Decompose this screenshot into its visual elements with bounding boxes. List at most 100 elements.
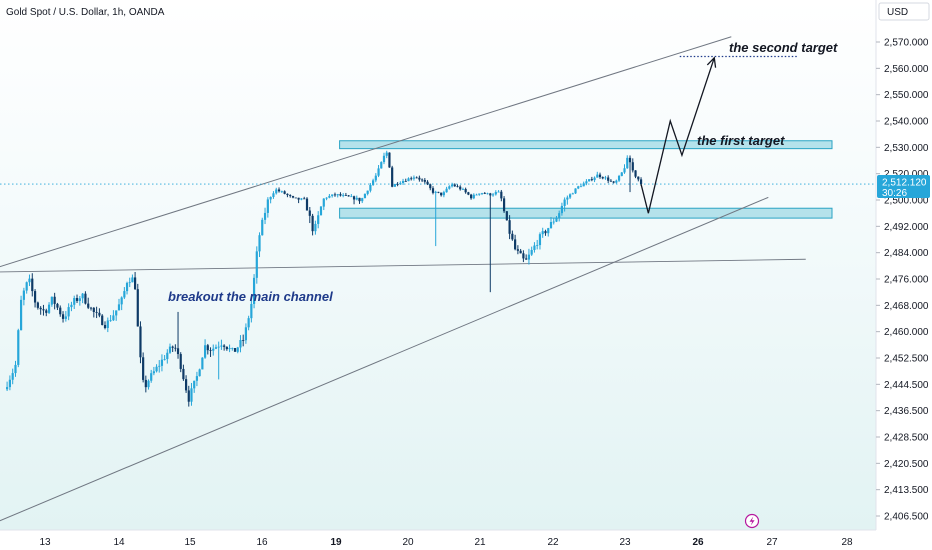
candle: [333, 192, 337, 197]
candle: [450, 182, 454, 188]
candle: [152, 366, 155, 376]
candle: [255, 246, 258, 284]
candle: [410, 176, 413, 181]
date-tick-label: 14: [113, 537, 125, 548]
candle: [497, 190, 500, 193]
candle: [112, 310, 115, 321]
trend-lines-layer: [0, 36, 876, 522]
projection-arrowhead: [706, 56, 717, 68]
candle: [289, 194, 292, 198]
candle: [574, 188, 577, 194]
candle: [125, 281, 129, 295]
time-axis[interactable]: 13 14 15 16 19 20 21 22 23 26 27 28: [39, 537, 853, 548]
candle: [527, 248, 531, 265]
candle: [579, 184, 583, 188]
candle: [511, 230, 514, 241]
candle: [184, 375, 188, 393]
candle: [423, 178, 426, 184]
candle: [598, 172, 602, 179]
date-tick-label: 26: [692, 537, 704, 548]
candle: [120, 296, 123, 311]
candle: [228, 344, 231, 353]
candle: [626, 155, 629, 169]
candle: [328, 194, 331, 199]
candle: [538, 232, 542, 250]
candle: [236, 346, 239, 354]
flash-icon[interactable]: [744, 513, 760, 529]
price-axis[interactable]: 2,570.000 2,560.000 2,550.000 2,540.000 2,53…: [876, 38, 929, 523]
candle: [563, 197, 566, 212]
candle: [331, 194, 334, 198]
candle: [363, 193, 367, 199]
price-tick-label: 2,460.000: [884, 327, 929, 338]
candle: [547, 227, 550, 237]
candle: [588, 179, 591, 182]
candle: [155, 364, 158, 373]
candle: [623, 164, 626, 174]
candle: [139, 321, 142, 364]
price-tick-label: 2,420.500: [884, 459, 929, 470]
candle: [283, 190, 286, 195]
candle: [5, 381, 9, 391]
candle: [478, 193, 481, 196]
candle: [19, 295, 23, 331]
candle: [190, 382, 193, 406]
candle: [294, 197, 297, 199]
candle: [242, 334, 245, 347]
candle: [115, 310, 118, 321]
candle: [247, 315, 250, 331]
price-tick-label: 2,560.000: [884, 64, 929, 75]
candle: [489, 192, 492, 293]
candle: [491, 192, 495, 197]
candle: [203, 339, 207, 359]
candle: [89, 306, 93, 311]
candle: [136, 283, 139, 327]
candle: [393, 183, 396, 187]
breakout-line: [0, 258, 806, 273]
candle: [388, 152, 391, 168]
price-tick-label: 2,530.000: [884, 143, 929, 154]
candle: [187, 385, 190, 407]
price-tick-label: 2,500.000: [884, 196, 929, 207]
candle: [106, 317, 109, 333]
candle: [536, 239, 539, 250]
candle: [31, 273, 34, 297]
currency-box[interactable]: [878, 2, 930, 21]
candle: [325, 197, 328, 201]
price-tick-label: 2,570.000: [884, 38, 929, 49]
price-tick-label: 2,520.000: [884, 169, 929, 180]
candle: [311, 213, 314, 236]
candle: [514, 234, 517, 251]
candle: [225, 346, 228, 351]
candle: [201, 357, 204, 370]
price-axis-panel: [876, 0, 932, 550]
candle: [396, 182, 399, 187]
candle: [568, 193, 572, 200]
candle: [399, 181, 402, 185]
candle: [609, 179, 613, 182]
candle: [442, 190, 445, 198]
candle: [437, 191, 440, 194]
candle: [355, 195, 358, 201]
candle: [391, 165, 394, 188]
candle: [78, 295, 81, 306]
candle: [223, 344, 226, 351]
candle: [352, 195, 356, 205]
candle: [544, 229, 547, 236]
candle: [98, 308, 101, 318]
candle: [502, 196, 506, 213]
candle: [631, 158, 634, 173]
candle: [168, 343, 172, 354]
candle: [472, 193, 475, 200]
candle: [558, 210, 561, 222]
candle: [117, 298, 121, 311]
candle: [22, 287, 25, 306]
candle: [263, 207, 267, 225]
candle: [637, 176, 640, 182]
candle: [421, 178, 424, 183]
candle: [92, 307, 95, 318]
candle: [87, 297, 90, 310]
candle: [250, 300, 253, 323]
